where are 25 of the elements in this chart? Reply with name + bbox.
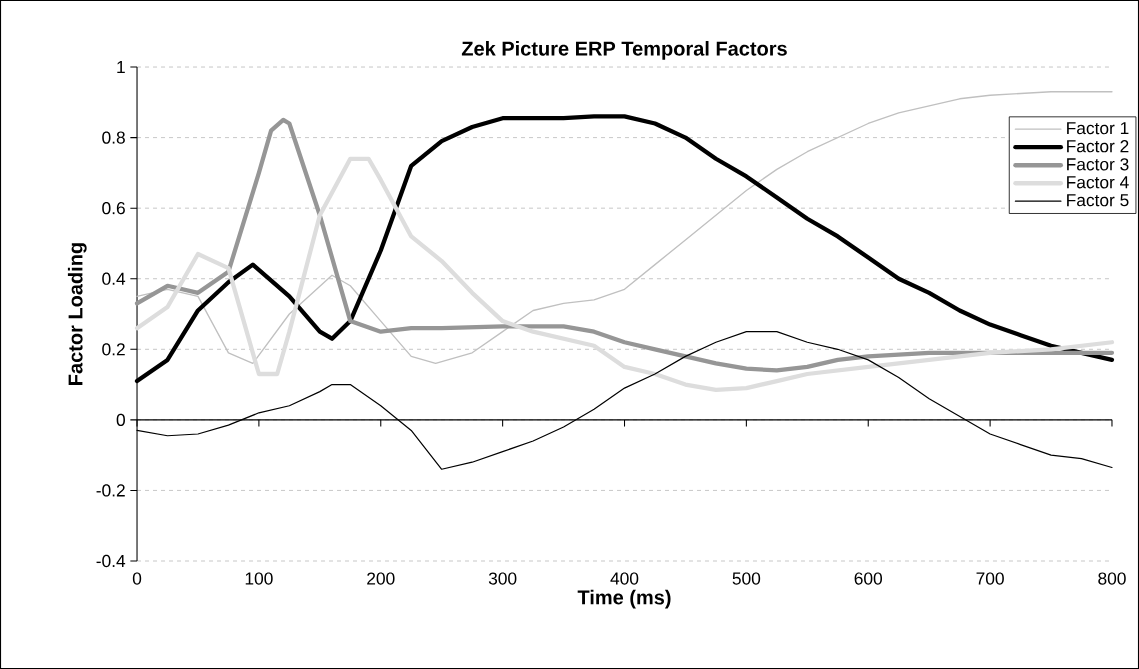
x-tick-label: 500: [732, 572, 761, 585]
y-axis-title: Factor Loading: [67, 243, 87, 385]
y-tick-label: -0.4: [96, 554, 126, 568]
x-tick-label: 800: [1098, 572, 1126, 585]
legend-label: Factor 4: [1067, 176, 1129, 189]
x-tick-label: 700: [976, 572, 1004, 585]
x-tick-label: 200: [367, 572, 395, 585]
x-tick-label: 100: [245, 572, 273, 585]
y-tick-label: 0.4: [102, 272, 126, 285]
x-tick-label: 0: [132, 572, 142, 585]
legend-label: Factor 1: [1067, 122, 1129, 135]
legend-label: Factor 5: [1067, 194, 1129, 207]
y-tick-label: 0.2: [102, 343, 125, 356]
y-tick-label: 0.6: [102, 202, 125, 215]
y-tick-label: 0: [116, 413, 125, 426]
x-tick-label: 400: [610, 572, 639, 585]
chart-title: Zek Picture ERP Temporal Factors: [461, 41, 787, 60]
legend-label: Factor 2: [1067, 140, 1129, 153]
y-tick-label: -0.2: [96, 484, 125, 497]
legend-label: Factor 3: [1067, 158, 1129, 171]
x-axis-title: Time (ms): [577, 589, 671, 609]
x-tick-label: 300: [488, 572, 517, 585]
x-tick-label: 600: [854, 572, 883, 585]
y-tick-label: 1: [117, 61, 125, 73]
y-tick-label: 0.8: [102, 131, 125, 144]
